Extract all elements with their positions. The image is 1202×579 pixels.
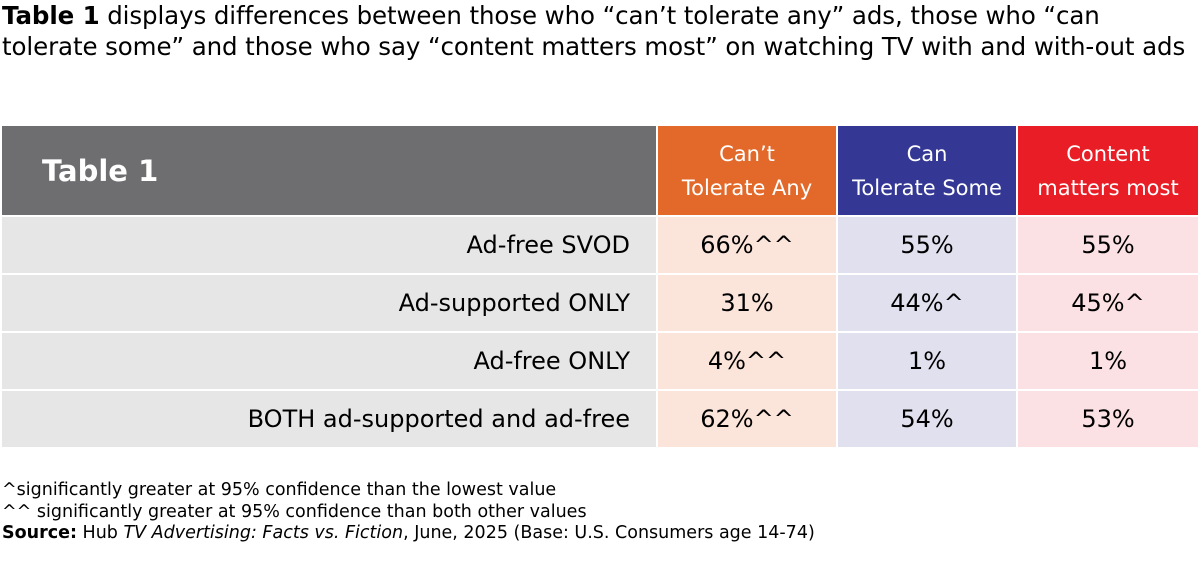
source-title: TV Advertising: Facts vs. Fiction bbox=[123, 523, 404, 543]
source-suffix: , June, 2025 (Base: U.S. Consumers age 1… bbox=[403, 523, 815, 543]
row-label: Ad-supported ONLY bbox=[2, 275, 656, 331]
cell-cant-tolerate-any: 62%^^ bbox=[658, 391, 836, 447]
cell-cant-tolerate-any: 66%^^ bbox=[658, 217, 836, 273]
cell-content-matters-most: 45%^ bbox=[1018, 275, 1198, 331]
column-header-label: Can Tolerate Some bbox=[852, 141, 1002, 200]
column-header-can-tolerate-some: Can Tolerate Some bbox=[838, 126, 1016, 215]
comparison-table: Table 1 Can’t Tolerate Any Can Tolerate … bbox=[2, 126, 1198, 447]
source-prefix: Hub bbox=[76, 523, 124, 543]
footnote-single-caret: ^significantly greater at 95% confidence… bbox=[2, 480, 557, 500]
column-header-label: Can’t Tolerate Any bbox=[681, 141, 813, 200]
cell-content-matters-most: 55% bbox=[1018, 217, 1198, 273]
row-label: Ad-free SVOD bbox=[2, 217, 656, 273]
row-label: Ad-free ONLY bbox=[2, 333, 656, 389]
source-label: Source: bbox=[2, 523, 77, 543]
intro-bold-lead: Table 1 bbox=[2, 1, 100, 30]
table-row: Ad-free ONLY 4%^^ 1% 1% bbox=[2, 333, 1198, 389]
intro-paragraph: Table 1 displays differences between tho… bbox=[2, 0, 1198, 62]
table-row: Ad-free SVOD 66%^^ 55% 55% bbox=[2, 217, 1198, 273]
footnotes: ^significantly greater at 95% confidence… bbox=[2, 480, 1198, 545]
cell-can-tolerate-some: 55% bbox=[838, 217, 1016, 273]
table-row: Ad-supported ONLY 31% 44%^ 45%^ bbox=[2, 275, 1198, 331]
cell-content-matters-most: 53% bbox=[1018, 391, 1198, 447]
footnote-double-caret: ^^ significantly greater at 95% confiden… bbox=[2, 501, 587, 522]
row-label: BOTH ad-supported and ad-free bbox=[2, 391, 656, 447]
cell-can-tolerate-some: 44%^ bbox=[838, 275, 1016, 331]
source-line: Source: Hub TV Advertising: Facts vs. Fi… bbox=[2, 523, 1198, 545]
intro-text: displays differences between those who “… bbox=[2, 1, 1186, 61]
column-header-content-matters-most: Content matters most bbox=[1018, 126, 1198, 215]
column-header-cant-tolerate-any: Can’t Tolerate Any bbox=[658, 126, 836, 215]
column-header-label: Content matters most bbox=[1037, 141, 1179, 200]
table-title: Table 1 bbox=[2, 126, 656, 215]
cell-content-matters-most: 1% bbox=[1018, 333, 1198, 389]
cell-cant-tolerate-any: 4%^^ bbox=[658, 333, 836, 389]
cell-can-tolerate-some: 1% bbox=[838, 333, 1016, 389]
cell-cant-tolerate-any: 31% bbox=[658, 275, 836, 331]
cell-can-tolerate-some: 54% bbox=[838, 391, 1016, 447]
table-row: BOTH ad-supported and ad-free 62%^^ 54% … bbox=[2, 391, 1198, 447]
